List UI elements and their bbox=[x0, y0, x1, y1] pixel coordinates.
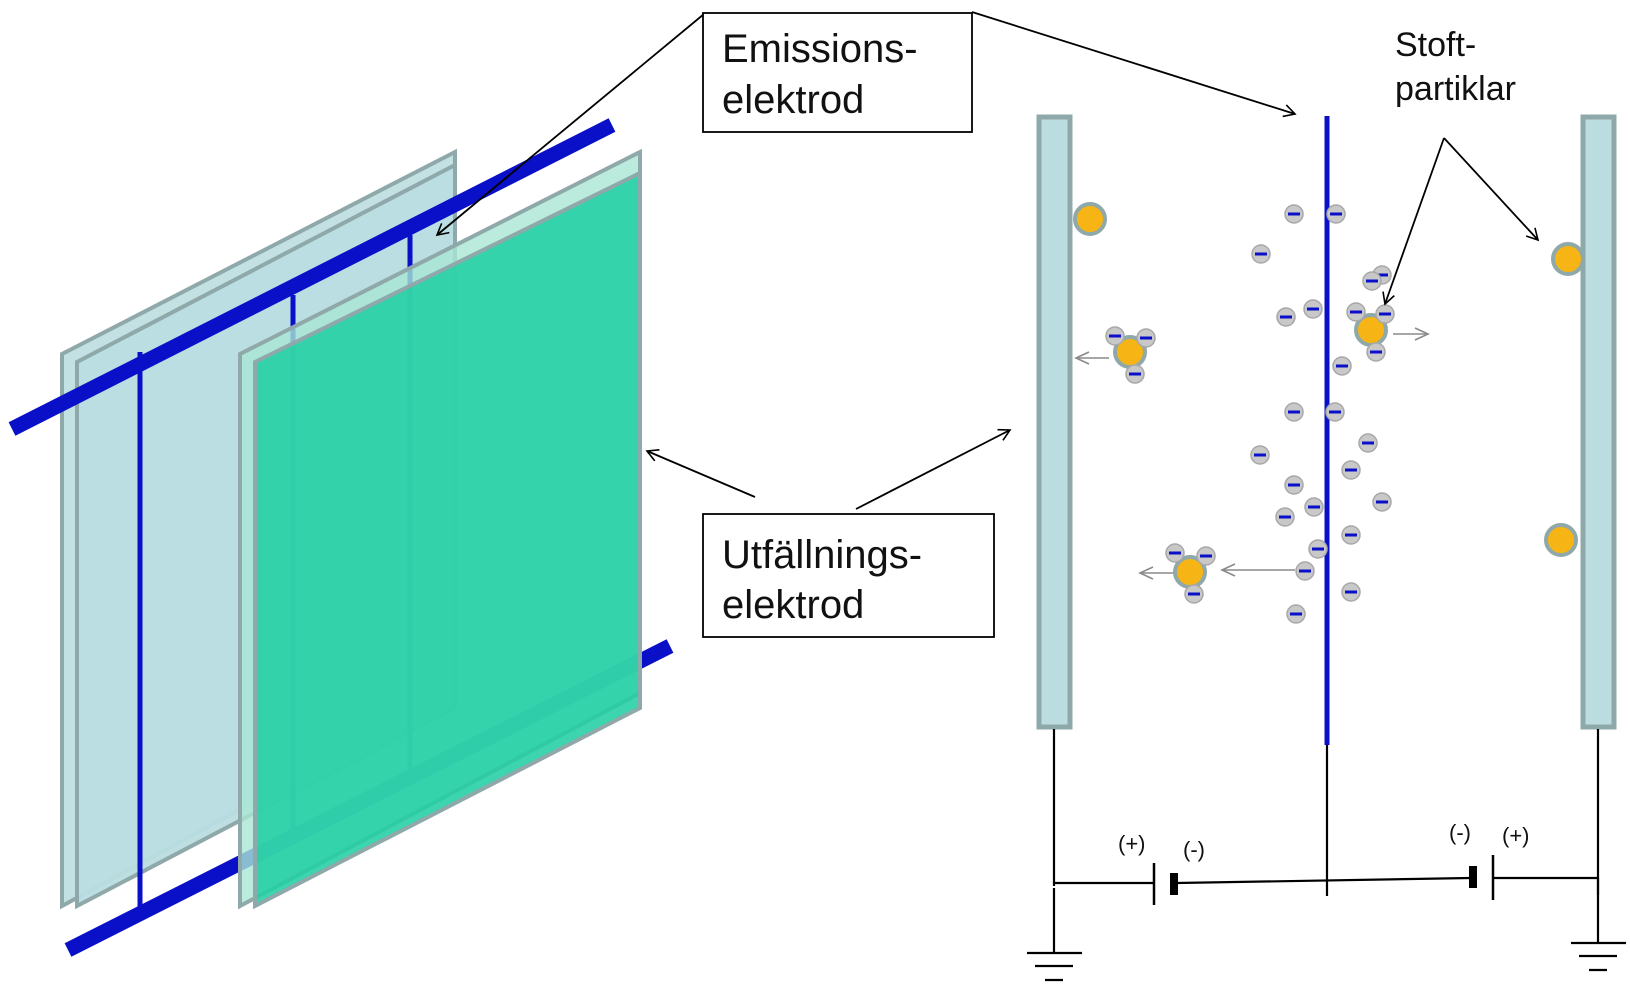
dust-particle bbox=[1551, 242, 1585, 276]
emission-label-line1: Emissions- bbox=[722, 27, 918, 71]
negative-ion bbox=[1346, 302, 1366, 322]
left-ground-symbol bbox=[1027, 951, 1082, 982]
dust-particle bbox=[1073, 202, 1107, 236]
negative-ion bbox=[1275, 507, 1295, 527]
right-ground-symbol bbox=[1571, 941, 1626, 972]
negative-ion bbox=[1295, 561, 1315, 581]
negative-ion bbox=[1326, 204, 1346, 224]
negative-ion bbox=[1375, 304, 1395, 324]
negative-ion bbox=[1304, 497, 1324, 517]
negative-ion bbox=[1184, 584, 1204, 604]
negative-ion bbox=[1251, 244, 1271, 264]
dust-label-line2: partiklar bbox=[1395, 70, 1516, 108]
negative-ion bbox=[1250, 445, 1270, 465]
left-collector-plate bbox=[1036, 114, 1073, 730]
negative-ion bbox=[1341, 582, 1361, 602]
negative-ion bbox=[1332, 356, 1352, 376]
perspective-view bbox=[8, 118, 674, 957]
negative-ion bbox=[1341, 460, 1361, 480]
negative-ion bbox=[1284, 204, 1304, 224]
negative-ion bbox=[1362, 271, 1382, 291]
negative-ion bbox=[1358, 433, 1378, 453]
negative-ion bbox=[1284, 475, 1304, 495]
emission-label-box bbox=[702, 12, 973, 133]
negative-ion bbox=[1276, 307, 1296, 327]
left-minus-label: (-) bbox=[1183, 837, 1205, 862]
negative-ion bbox=[1136, 328, 1156, 348]
collector-label-line2: elektrod bbox=[722, 583, 864, 627]
negative-ion bbox=[1165, 543, 1185, 563]
negative-ions bbox=[1105, 204, 1395, 624]
collector-label-box bbox=[702, 513, 995, 638]
negative-ion bbox=[1341, 525, 1361, 545]
negative-ion bbox=[1372, 492, 1392, 512]
upper-support-bar bbox=[8, 118, 616, 436]
negative-ion bbox=[1284, 402, 1304, 422]
negative-ion bbox=[1196, 546, 1216, 566]
label-pointers bbox=[435, 11, 1540, 510]
right-collector-plate bbox=[1580, 114, 1617, 730]
collector-label-line1: Utfällnings- bbox=[722, 533, 922, 577]
dust-particle bbox=[1544, 523, 1578, 557]
negative-ion bbox=[1308, 539, 1328, 559]
right-battery bbox=[1469, 855, 1495, 900]
cross-section-view bbox=[435, 11, 1626, 982]
negative-ion bbox=[1125, 364, 1145, 384]
motion-arrows bbox=[1074, 327, 1430, 580]
emission-label-line2: elektrod bbox=[722, 78, 864, 122]
dust-label-line1: Stoft- bbox=[1395, 26, 1476, 64]
negative-ion bbox=[1366, 342, 1386, 362]
circuit bbox=[1052, 729, 1600, 952]
negative-ion bbox=[1325, 402, 1345, 422]
left-battery bbox=[1152, 863, 1178, 905]
negative-ion bbox=[1105, 326, 1125, 346]
negative-ion bbox=[1303, 299, 1323, 319]
front-collector-plate bbox=[253, 169, 642, 910]
negative-ion bbox=[1286, 604, 1306, 624]
right-minus-label: (-) bbox=[1449, 820, 1471, 845]
left-plus-label: (+) bbox=[1118, 831, 1146, 856]
right-plus-label: (+) bbox=[1502, 823, 1530, 848]
dust-particles bbox=[1073, 202, 1585, 557]
